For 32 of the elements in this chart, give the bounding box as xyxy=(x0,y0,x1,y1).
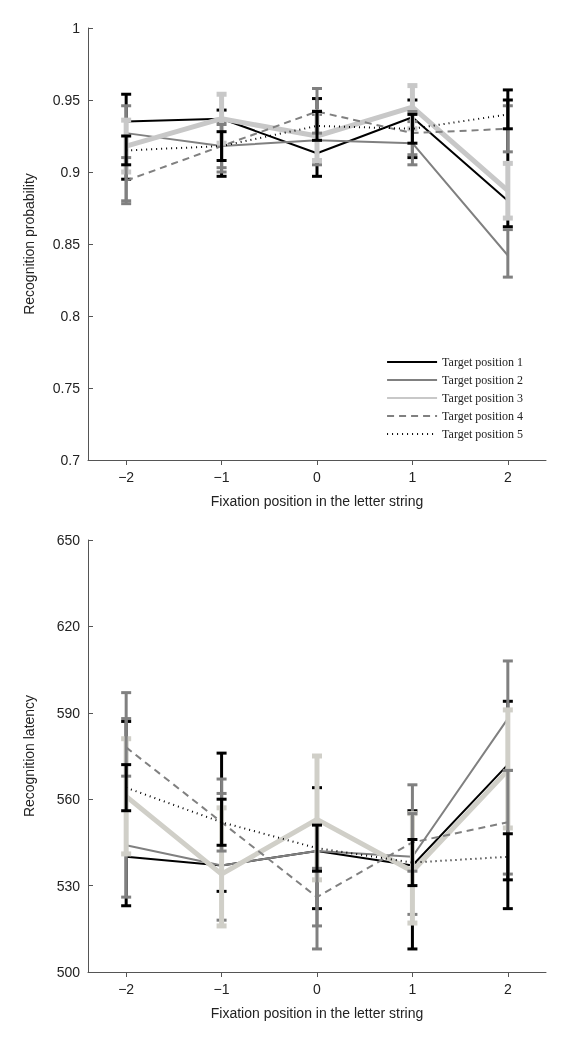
legend-label: Target position 3 xyxy=(442,391,524,405)
y-tick-label: 0.95 xyxy=(52,92,81,108)
y-tick-label: 0.8 xyxy=(60,308,81,324)
x-tick-label: 0 xyxy=(313,981,322,997)
legend-label: Target position 5 xyxy=(442,427,524,441)
x-tick-label: −2 xyxy=(118,469,135,485)
y-axis-title: Recognition latency xyxy=(21,694,37,818)
y-tick-label: 0.75 xyxy=(52,380,81,396)
legend-label: Target position 2 xyxy=(442,373,524,387)
x-tick-label: −1 xyxy=(213,981,230,997)
x-axis-title: Fixation position in the letter string xyxy=(210,1005,424,1021)
x-tick-label: 1 xyxy=(408,469,417,485)
y-tick-label: 0.7 xyxy=(60,452,81,468)
x-tick-label: −2 xyxy=(118,981,135,997)
x-tick-label: 2 xyxy=(503,981,512,997)
x-tick-label: 2 xyxy=(503,469,512,485)
y-tick-label: 560 xyxy=(56,791,81,808)
y-axis-title: Recognition probability xyxy=(21,173,37,315)
y-tick-label: 590 xyxy=(56,704,81,721)
y-tick-label: 530 xyxy=(56,877,81,894)
x-tick-label: 0 xyxy=(313,469,322,485)
y-tick-label: 0.85 xyxy=(52,236,81,252)
legend-label: Target position 4 xyxy=(442,409,524,423)
y-tick-label: 0.9 xyxy=(60,164,81,180)
x-axis-title: Fixation position in the letter string xyxy=(210,493,424,509)
y-tick-label: 1 xyxy=(72,20,81,36)
x-tick-label: −1 xyxy=(213,469,230,485)
x-tick-label: 1 xyxy=(408,981,417,997)
y-tick-label: 650 xyxy=(56,532,81,548)
legend-label: Target position 1 xyxy=(442,355,524,369)
y-tick-label: 620 xyxy=(56,618,81,635)
y-tick-label: 500 xyxy=(56,964,81,980)
